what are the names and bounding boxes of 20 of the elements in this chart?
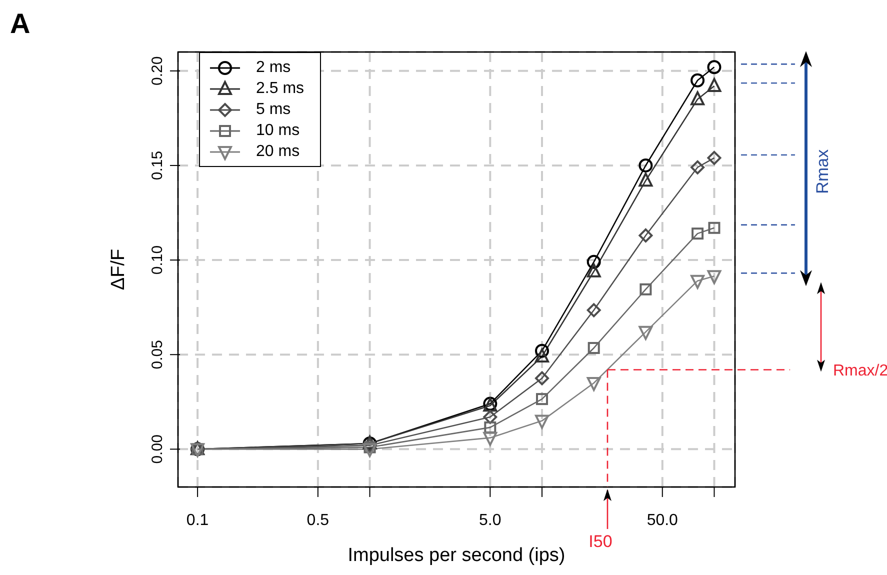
legend-label: 2.5 ms: [256, 79, 304, 99]
x-tick-label: 0.1: [186, 512, 209, 529]
y-tick-label: 0.15: [149, 150, 166, 180]
y-tick-label: 0.10: [149, 245, 166, 275]
legend-label: 10 ms: [256, 121, 300, 141]
text: Rmax: [813, 148, 832, 194]
text: A: [10, 8, 30, 39]
ref-line-label: Rmax/2: [833, 362, 887, 380]
y-tick-label: 0.05: [149, 340, 166, 370]
y-axis-title: ΔF/F: [108, 248, 129, 290]
y-tick-label: 0.20: [149, 56, 166, 86]
legend-label: 5 ms: [256, 100, 291, 120]
x-tick-label: 0.5: [306, 512, 330, 529]
x-tick-label: 5.0: [479, 512, 502, 529]
legend-label: 20 ms: [256, 142, 300, 162]
ref-line-label: I50: [588, 532, 612, 551]
legend-label: 2 ms: [256, 58, 291, 78]
x-axis-title: Impulses per second (ips): [348, 545, 566, 566]
y-tick-label: 0.00: [149, 434, 166, 464]
x-tick-label: 50.0: [646, 512, 678, 529]
